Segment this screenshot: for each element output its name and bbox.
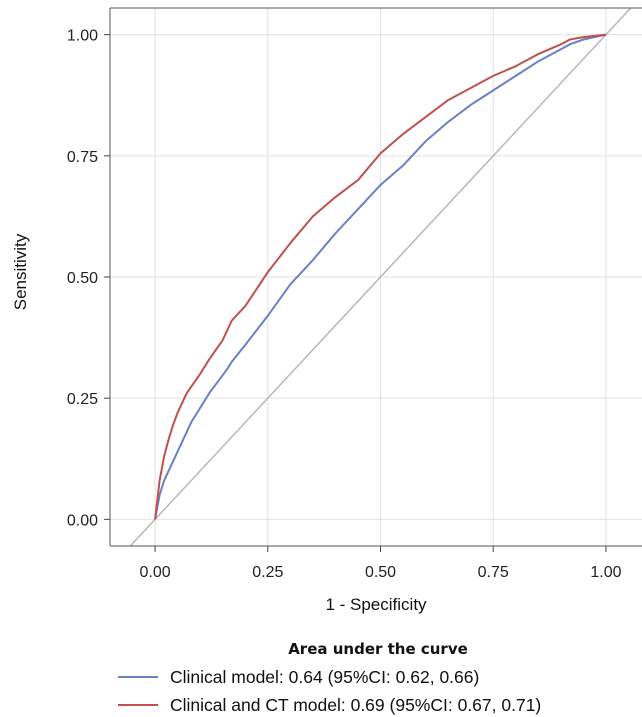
legend-title: Area under the curve — [288, 640, 468, 658]
legend-entry-clinical-ct: Clinical and CT model: 0.69 (95%CI: 0.67… — [170, 695, 541, 715]
y-tick-label: 0.50 — [67, 270, 98, 287]
y-axis-ticks: 0.00 0.25 0.50 0.75 1.00 — [67, 28, 110, 529]
gridlines — [110, 8, 642, 546]
x-axis-label: 1 - Specificity — [325, 595, 427, 614]
legend: Area under the curve Clinical model: 0.6… — [118, 640, 541, 715]
x-tick-label: 0.75 — [478, 564, 509, 581]
x-tick-label: 0.00 — [140, 564, 171, 581]
y-tick-label: 1.00 — [67, 28, 98, 45]
legend-entry-clinical: Clinical model: 0.64 (95%CI: 0.62, 0.66) — [170, 667, 479, 687]
x-tick-label: 0.50 — [365, 564, 396, 581]
y-axis-label: Sensitivity — [11, 233, 30, 310]
x-tick-label: 1.00 — [590, 564, 621, 581]
roc-curves — [154, 33, 607, 520]
reference-line-layer — [129, 8, 632, 546]
series-line-1 — [154, 33, 607, 520]
reference-line — [129, 8, 632, 546]
y-tick-label: 0.00 — [67, 512, 98, 529]
x-tick-label: 0.25 — [252, 564, 283, 581]
y-tick-label: 0.75 — [67, 149, 98, 166]
y-tick-label: 0.25 — [67, 391, 98, 408]
x-axis-ticks: 0.00 0.25 0.50 0.75 1.00 — [140, 546, 622, 581]
series-line-0 — [154, 33, 607, 520]
